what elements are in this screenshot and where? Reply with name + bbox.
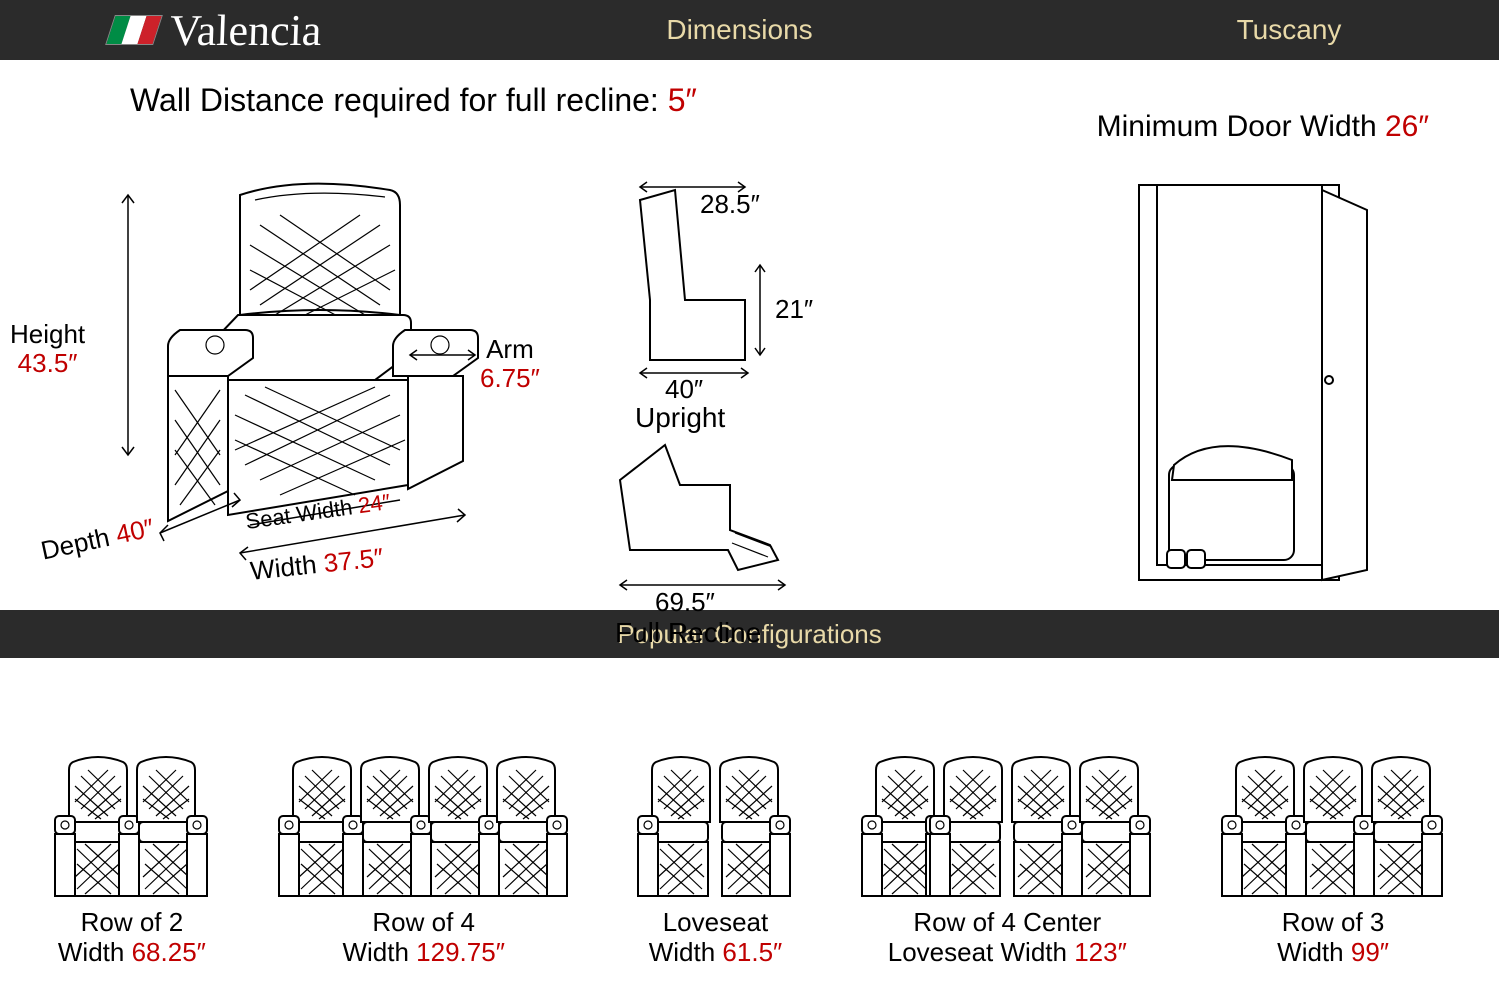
mini-chair-icon: [481, 754, 571, 904]
config-chairs: [277, 734, 571, 904]
chair-isometric: Height 43.5″ Arm 6.75″ Depth 40″ Seat Wi…: [120, 155, 520, 555]
config-name: Row of 4 Center: [860, 908, 1154, 938]
config-width: Width 68.25″: [53, 938, 211, 968]
config-width: Width 61.5″: [636, 938, 794, 968]
dimensions-panel: Wall Distance required for full recline:…: [0, 60, 1499, 610]
upright-bottom: 40″: [665, 375, 703, 404]
dim-height: Height 43.5″: [10, 320, 85, 377]
config-row: Row of 2Width 68.25″: [0, 658, 1499, 998]
config-chairs: [636, 734, 794, 904]
mini-chair-icon: [704, 754, 794, 904]
recline-caption: Full Recline: [615, 618, 761, 649]
brand-name: Valencia: [169, 5, 322, 56]
door-block: [1129, 175, 1389, 595]
config-width: Width 99″: [1220, 938, 1446, 968]
config-width: Width 129.75″: [277, 938, 571, 968]
profile-block: 28.5″ 21″ 40″ Upright 69.5″ Full Recline: [600, 175, 880, 605]
config-item: Row of 4Width 129.75″: [277, 734, 571, 968]
door-label: Minimum Door Width: [1097, 110, 1385, 143]
config-item: Row of 3Width 99″: [1220, 734, 1446, 968]
mini-chair-icon: [1356, 754, 1446, 904]
door-title: Minimum Door Width 26″: [1097, 110, 1429, 144]
profile-svg: [600, 175, 880, 605]
upright-top: 28.5″: [700, 190, 760, 219]
config-item: LoveseatWidth 61.5″: [636, 734, 794, 968]
config-width: Loveseat Width 123″: [860, 938, 1154, 968]
config-name: Row of 2: [53, 908, 211, 938]
header-right: Tuscany: [1079, 14, 1499, 46]
upright-side: 21″: [775, 295, 813, 324]
recline-bottom: 69.5″: [655, 588, 715, 617]
config-name: Row of 4: [277, 908, 571, 938]
header-bar: Valencia Dimensions Tuscany: [0, 0, 1499, 60]
wall-distance-value: 5″: [668, 82, 697, 118]
door-svg: [1129, 175, 1389, 595]
wall-distance-text: Wall Distance required for full recline:…: [130, 82, 697, 119]
italian-flag-icon: [105, 15, 163, 45]
config-item: Row of 2Width 68.25″: [53, 734, 211, 968]
wall-distance-label: Wall Distance required for full recline:: [130, 82, 668, 118]
config-chairs: [53, 734, 211, 904]
config-name: Loveseat: [636, 908, 794, 938]
mini-chair-icon: [1064, 754, 1154, 904]
header-left: Valencia: [0, 5, 400, 56]
door-value: 26″: [1385, 110, 1429, 143]
upright-caption: Upright: [635, 403, 725, 434]
dim-depth: Depth 40″: [38, 513, 156, 565]
header-center: Dimensions: [400, 14, 1079, 46]
chair-iso-svg: [120, 155, 520, 555]
config-chairs: [860, 734, 1154, 904]
config-chairs: [1220, 734, 1446, 904]
config-name: Row of 3: [1220, 908, 1446, 938]
config-item: Row of 4 CenterLoveseat Width 123″: [860, 734, 1154, 968]
mini-chair-icon: [121, 754, 211, 904]
dim-arm: Arm 6.75″: [480, 335, 540, 392]
